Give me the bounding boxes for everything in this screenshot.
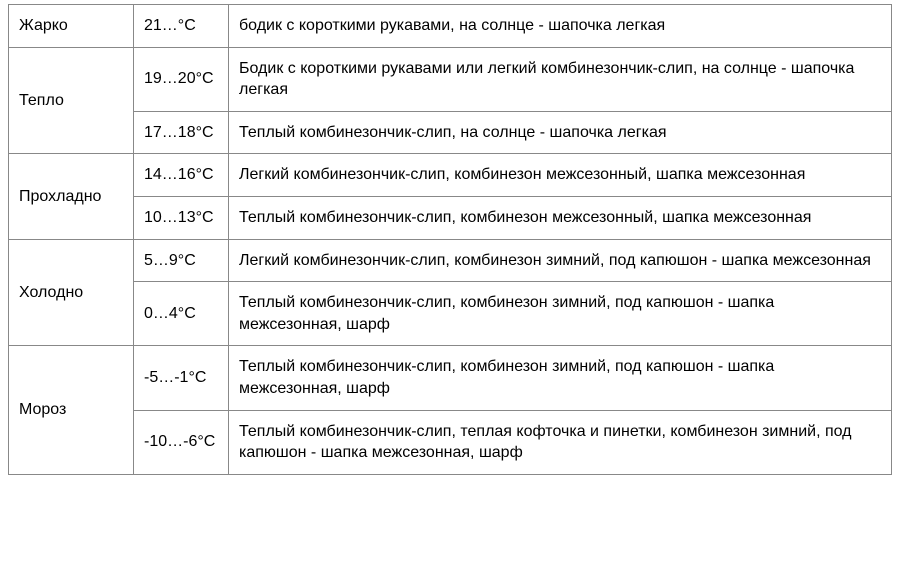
temp-cell: 0…4°С [134, 282, 229, 346]
table-row: -10…-6°С Теплый комбинезончик-слип, тепл… [9, 410, 892, 474]
temp-cell: 5…9°С [134, 239, 229, 282]
desc-cell: Теплый комбинезончик-слип, комбинезон зи… [229, 346, 892, 410]
temp-cell: -5…-1°С [134, 346, 229, 410]
table-row: Прохладно 14…16°С Легкий комбинезончик-с… [9, 154, 892, 197]
desc-cell: Бодик с короткими рукавами или легкий ко… [229, 47, 892, 111]
table-row: 10…13°С Теплый комбинезончик-слип, комби… [9, 196, 892, 239]
weather-label: Жарко [9, 5, 134, 48]
desc-cell: Теплый комбинезончик-слип, теплая кофточ… [229, 410, 892, 474]
table-row: 17…18°С Теплый комбинезончик-слип, на со… [9, 111, 892, 154]
clothing-guide-table: Жарко 21…°С бодик с короткими рукавами, … [8, 4, 892, 475]
temp-cell: 14…16°С [134, 154, 229, 197]
desc-cell: Легкий комбинезончик-слип, комбинезон ме… [229, 154, 892, 197]
desc-cell: Теплый комбинезончик-слип, на солнце - ш… [229, 111, 892, 154]
temp-cell: 10…13°С [134, 196, 229, 239]
temp-cell: 19…20°С [134, 47, 229, 111]
desc-cell: Теплый комбинезончик-слип, комбинезон зи… [229, 282, 892, 346]
weather-label: Холодно [9, 239, 134, 346]
desc-cell: Теплый комбинезончик-слип, комбинезон ме… [229, 196, 892, 239]
desc-cell: бодик с короткими рукавами, на солнце - … [229, 5, 892, 48]
table-row: Холодно 5…9°С Легкий комбинезончик-слип,… [9, 239, 892, 282]
table-row: Жарко 21…°С бодик с короткими рукавами, … [9, 5, 892, 48]
weather-label: Прохладно [9, 154, 134, 239]
weather-label: Тепло [9, 47, 134, 154]
table-row: Мороз -5…-1°С Теплый комбинезончик-слип,… [9, 346, 892, 410]
table-row: Тепло 19…20°С Бодик с короткими рукавами… [9, 47, 892, 111]
temp-cell: 21…°С [134, 5, 229, 48]
desc-cell: Легкий комбинезончик-слип, комбинезон зи… [229, 239, 892, 282]
weather-label: Мороз [9, 346, 134, 474]
temp-cell: -10…-6°С [134, 410, 229, 474]
temp-cell: 17…18°С [134, 111, 229, 154]
table-row: 0…4°С Теплый комбинезончик-слип, комбине… [9, 282, 892, 346]
